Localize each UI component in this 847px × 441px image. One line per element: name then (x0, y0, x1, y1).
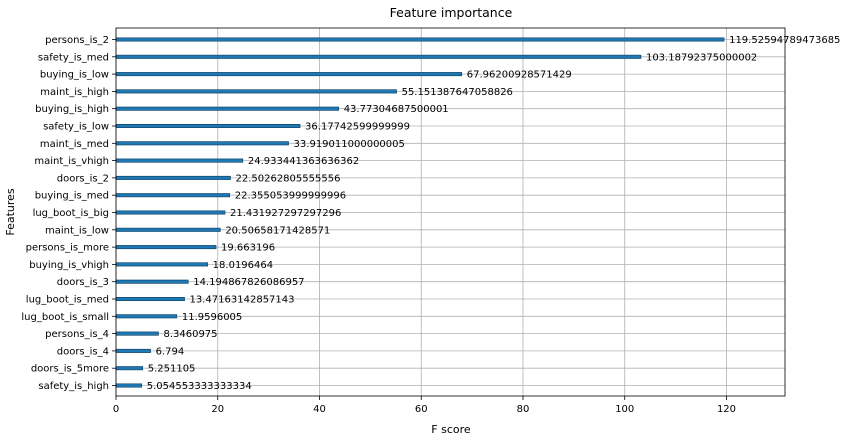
bar-value-label: 119.52594789473685 (729, 35, 840, 46)
bar-value-label: 5.251105 (148, 364, 196, 375)
bar-layer (115, 37, 725, 388)
bar-value-label: 14.194867826086957 (193, 277, 304, 288)
y-tick-label: maint_is_vhigh (34, 156, 109, 167)
bar-value-label: 18.0196464 (213, 260, 273, 271)
x-axis-label: F score (431, 423, 471, 436)
bar (115, 210, 226, 215)
bar (115, 245, 217, 250)
x-tick-label: 120 (717, 404, 736, 415)
bar-value-label: 6.794 (156, 346, 185, 357)
bar (115, 227, 221, 232)
x-tick-label: 80 (517, 404, 530, 415)
bar-value-label: 67.96200928571429 (467, 70, 572, 81)
plot-frame (115, 27, 786, 397)
bar-value-label: 8.3460975 (163, 329, 217, 340)
bar (115, 124, 301, 129)
bar (115, 279, 189, 284)
chart-title: Feature importance (390, 5, 513, 20)
bar-value-label: 103.18792375000002 (646, 52, 757, 63)
bar-value-label: 33.919011000000005 (294, 139, 405, 150)
y-tick-label: maint_is_high (40, 87, 109, 98)
bar-value-label: 13.47163142857143 (190, 295, 295, 306)
y-tick-label: lug_boot_is_small (21, 312, 109, 323)
bar-value-label: 43.77304687500001 (344, 104, 449, 115)
bar (115, 262, 208, 267)
bar-value-label: 22.355053999999996 (235, 191, 346, 202)
y-tick-label: persons_is_4 (45, 329, 109, 340)
y-tick-label: safety_is_low (43, 122, 109, 133)
y-tick-label: doors_is_5more (31, 364, 109, 375)
bar-value-label: 11.9596005 (182, 312, 242, 323)
bar (115, 37, 725, 42)
bar-value-label: 24.933441363636362 (248, 156, 359, 167)
bar-value-label: 21.431927297297296 (230, 208, 341, 219)
x-tick-label: 20 (211, 404, 224, 415)
y-tick-label: lug_boot_is_med (26, 295, 109, 306)
bar-value-label: 22.50262805555556 (235, 173, 340, 184)
y-tick-label: safety_is_med (38, 52, 109, 63)
x-tick-label: 60 (415, 404, 428, 415)
y-tick-label: doors_is_2 (57, 173, 109, 184)
bar (115, 331, 159, 336)
bar (115, 54, 642, 59)
bar-value-label: 19.663196 (221, 243, 275, 254)
y-tick-label: lug_boot_is_big (33, 208, 109, 219)
x-tick-label: 40 (313, 404, 326, 415)
y-tick-label: buying_is_vhigh (29, 260, 109, 271)
y-tick-label: doors_is_3 (57, 277, 109, 288)
bar (115, 383, 143, 388)
bar-value-label: 36.17742599999999 (305, 122, 410, 133)
y-tick-label: buying_is_med (35, 191, 109, 202)
bar-value-label: 20.50658171428571 (225, 225, 330, 236)
bar-value-label: 5.054553333333334 (147, 381, 252, 392)
y-tick-label: buying_is_low (40, 70, 109, 81)
bar (115, 366, 144, 371)
bar (115, 141, 289, 146)
y-tick-labels: persons_is_2 safety_is_med buying_is_lowma… (21, 35, 116, 392)
x-tick-labels: 0 20 40 60 80 100 120 (113, 396, 736, 415)
y-tick-label: maint_is_low (45, 225, 109, 236)
y-tick-label: maint_is_med (40, 139, 109, 150)
y-tick-label: safety_is_high (38, 381, 109, 392)
bar (115, 72, 463, 77)
bar (115, 106, 339, 111)
y-tick-label: persons_is_more (26, 243, 109, 254)
value-labels: 119.52594789473685 103.18792375000002 67.9… (147, 35, 841, 392)
bar-value-label: 55.151387647058826 (402, 87, 513, 98)
bar (115, 89, 397, 94)
bar (115, 193, 231, 198)
y-axis-label: Features (4, 188, 17, 236)
y-tick-label: persons_is_2 (45, 35, 109, 46)
bar (115, 296, 185, 301)
x-tick-label: 100 (615, 404, 634, 415)
x-tick-label: 0 (113, 404, 119, 415)
bar (115, 175, 231, 180)
y-tick-label: doors_is_4 (57, 346, 109, 357)
bar (115, 348, 151, 353)
bar (115, 314, 178, 319)
bar (115, 158, 244, 163)
y-tick-label: buying_is_high (35, 104, 109, 115)
